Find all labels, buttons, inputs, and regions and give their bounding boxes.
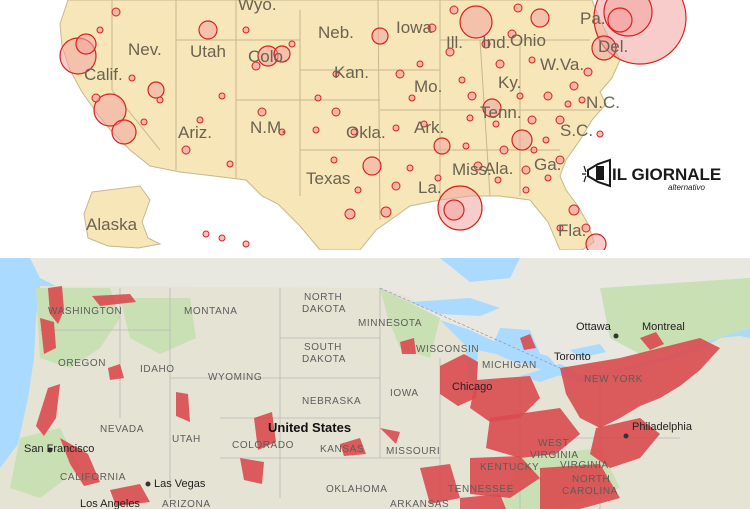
las-vegas-dot	[145, 481, 151, 487]
label-wyo: Wyo.	[238, 0, 277, 14]
label-san-francisco: San Francisco	[24, 443, 94, 455]
label-ala: Ala.	[484, 159, 513, 178]
label-ky: Ky.	[498, 73, 521, 92]
label-las-vegas: Las Vegas	[154, 478, 206, 490]
google-map: WASHINGTON MONTANA NORTH DAKOTA MINNESOT…	[0, 258, 750, 509]
label-tenn: Tenn.	[480, 103, 522, 122]
label-california: CALIFORNIA	[60, 472, 126, 483]
map-labels: WASHINGTON MONTANA NORTH DAKOTA MINNESOT…	[24, 292, 693, 509]
label-ark: Ark.	[414, 118, 444, 137]
giornale-logo: IL GIORNALE alternativo	[582, 158, 721, 192]
label-south-dakota-1: SOUTH	[304, 342, 342, 353]
label-colo: Colo.	[248, 47, 288, 66]
label-pa: Pa.	[580, 9, 606, 28]
label-north-dakota-2: DAKOTA	[302, 304, 346, 315]
label-kansas: KANSAS	[320, 444, 364, 455]
bubble-map: Wyo. Neb. Iowa Pa. Nev. Utah Colo. Ill. …	[59, 0, 721, 250]
event-dots	[91, 3, 604, 248]
label-texas: Texas	[306, 169, 350, 188]
label-michigan: MICHIGAN	[482, 360, 537, 371]
label-minnesota: MINNESOTA	[358, 318, 422, 329]
label-ottawa: Ottawa	[576, 321, 612, 333]
label-south-dakota-2: DAKOTA	[302, 354, 346, 365]
label-sc: S.C.	[560, 121, 593, 140]
label-north-carolina-2: CAROLINA	[562, 486, 618, 497]
bubble-map-panel: Wyo. Neb. Iowa Pa. Nev. Utah Colo. Ill. …	[0, 0, 750, 250]
label-nc: N.C.	[586, 93, 620, 112]
label-north-carolina-1: NORTH	[572, 474, 610, 485]
label-calif: Calif.	[84, 65, 123, 84]
label-iowa: IOWA	[390, 388, 419, 399]
label-colorado: COLORADO	[232, 440, 294, 451]
label-nebraska: NEBRASKA	[302, 396, 361, 407]
label-arkansas: ARKANSAS	[390, 499, 449, 509]
label-utah: Utah	[190, 42, 226, 61]
label-oklahoma: OKLAHOMA	[326, 484, 387, 495]
label-wva: W.Va.	[540, 55, 584, 74]
label-kan: Kan.	[334, 63, 369, 82]
philadelphia-dot	[623, 433, 629, 439]
label-ga: Ga.	[534, 155, 561, 174]
label-ind: Ind.	[482, 33, 510, 52]
label-fla: Fla.	[558, 221, 586, 240]
label-west-virginia-1: WEST	[538, 438, 569, 449]
state-labels: Wyo. Neb. Iowa Pa. Nev. Utah Colo. Ill. …	[84, 0, 628, 240]
san-francisco-dot	[47, 447, 53, 453]
google-map-panel: WASHINGTON MONTANA NORTH DAKOTA MINNESOT…	[0, 258, 750, 509]
label-washington: WASHINGTON	[48, 306, 122, 317]
label-ill: Ill.	[446, 33, 463, 52]
label-nev: Nev.	[128, 40, 162, 59]
label-oregon: OREGON	[58, 358, 106, 369]
label-arizona: ARIZONA	[162, 499, 211, 509]
label-wisconsin: WISCONSIN	[416, 344, 479, 355]
label-new-york: NEW YORK	[584, 374, 643, 385]
label-montana: MONTANA	[184, 306, 237, 317]
panel-divider	[0, 250, 750, 258]
label-miss: Miss.	[452, 160, 492, 179]
label-chicago: Chicago	[452, 381, 492, 393]
state-borders	[111, 0, 600, 221]
label-wyoming: WYOMING	[208, 372, 262, 383]
label-west-virginia-2: VIRGINIA	[530, 450, 579, 461]
label-nevada: NEVADA	[100, 424, 144, 435]
label-la: La.	[418, 178, 442, 197]
label-idaho: IDAHO	[140, 364, 175, 375]
label-los-angeles: Los Angeles	[80, 498, 140, 509]
label-toronto: Toronto	[554, 351, 591, 363]
label-virginia: VIRGINIA	[560, 460, 609, 471]
label-alaska: Alaska	[86, 215, 138, 234]
ottawa-dot	[613, 333, 619, 339]
logo-title: IL GIORNALE	[612, 165, 721, 184]
label-ariz: Ariz.	[178, 123, 212, 142]
label-iowa: Iowa	[396, 18, 432, 37]
label-missouri: MISSOURI	[386, 446, 440, 457]
label-del: Del.	[598, 37, 628, 56]
label-nm: N.M.	[250, 118, 286, 137]
label-neb: Neb.	[318, 23, 354, 42]
label-okla: Okla.	[346, 123, 386, 142]
alaska-landmass	[83, 185, 162, 249]
label-tennessee: TENNESSEE	[448, 484, 514, 495]
label-kentucky: KENTUCKY	[480, 462, 539, 473]
label-philadelphia: Philadelphia	[632, 421, 693, 433]
label-utah: UTAH	[172, 434, 201, 445]
logo-subtitle: alternativo	[668, 183, 705, 192]
label-ohio: Ohio	[510, 31, 546, 50]
label-united-states: United States	[268, 420, 351, 435]
megaphone-icon	[582, 158, 611, 188]
event-circles	[59, 0, 687, 250]
label-mo: Mo.	[414, 77, 442, 96]
label-north-dakota-1: NORTH	[304, 292, 342, 303]
highlight-regions	[36, 286, 720, 509]
label-montreal: Montreal	[642, 321, 685, 333]
